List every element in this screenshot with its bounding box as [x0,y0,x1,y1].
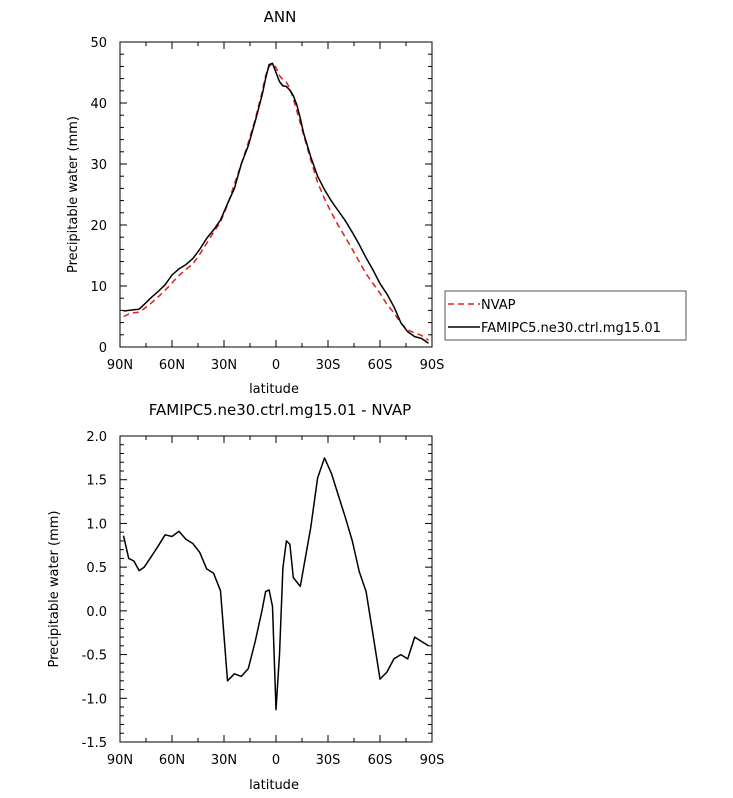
x-tick-label: 90N [107,753,133,768]
chart-panel-2: 90N 60N 30N 0 30S 60S 90S -1.5 -1.0 -0.5 0.0 0.5 1.0… [47,401,444,793]
x-tick-label: 0 [272,753,280,768]
y-tick-label: 1.0 [86,517,107,532]
legend-label: FAMIPC5.ne30.ctrl.mg15.01 [481,321,661,336]
y-tick-label: 20 [90,219,107,234]
x-tick-label: 30N [211,358,237,373]
x-tick-label: 60S [368,753,393,768]
x-tick-label: 0 [272,358,280,373]
y-axis-label: Precipitable water (mm) [47,511,62,668]
x-tick-label: 90S [420,358,445,373]
y-tick-label: 1.5 [86,474,107,489]
legend: NVAP FAMIPC5.ne30.ctrl.mg15.01 [444,290,687,341]
y-tick-label: 40 [90,97,107,112]
y-axis-label: Precipitable water (mm) [66,116,81,273]
y-tick-label: 30 [90,158,107,173]
x-tick-label: 60N [159,753,185,768]
legend-box [444,290,687,341]
series-line-nvap [123,62,429,341]
x-tick-label: 30S [316,358,341,373]
y-tick-label: -1.5 [82,736,107,751]
series-line-1 [122,457,429,711]
x-tick-label: 30N [211,753,237,768]
x-axis-label: latitude [249,382,299,397]
y-tick-label: -0.5 [82,649,107,664]
x-tick-label: 90N [107,358,133,373]
y-tick-label: 0 [99,341,107,356]
x-axis-label: latitude [249,778,299,793]
x-tick-label: 30S [316,753,341,768]
y-tick-label: 10 [90,280,107,295]
y-tick-label: 50 [90,36,107,51]
chart-panel-1: 90N 60N 30N 0 30S 60S 90S 0 10 20 30 40 50 ANN latitud… [66,8,687,397]
series-line-famipc5-ne30-ctrl-mg15-01 [123,62,429,344]
y-tick-label: 2.0 [86,430,107,445]
legend-label: NVAP [481,298,516,313]
chart-title: ANN [264,8,297,26]
chart-title: FAMIPC5.ne30.ctrl.mg15.01 - NVAP [149,401,411,419]
y-tick-label: 0.0 [86,605,107,620]
x-tick-label: 90S [420,753,445,768]
y-tick-label: 0.5 [86,561,107,576]
x-tick-label: 60N [159,358,185,373]
y-tick-label: -1.0 [82,692,107,707]
x-tick-label: 60S [368,358,393,373]
